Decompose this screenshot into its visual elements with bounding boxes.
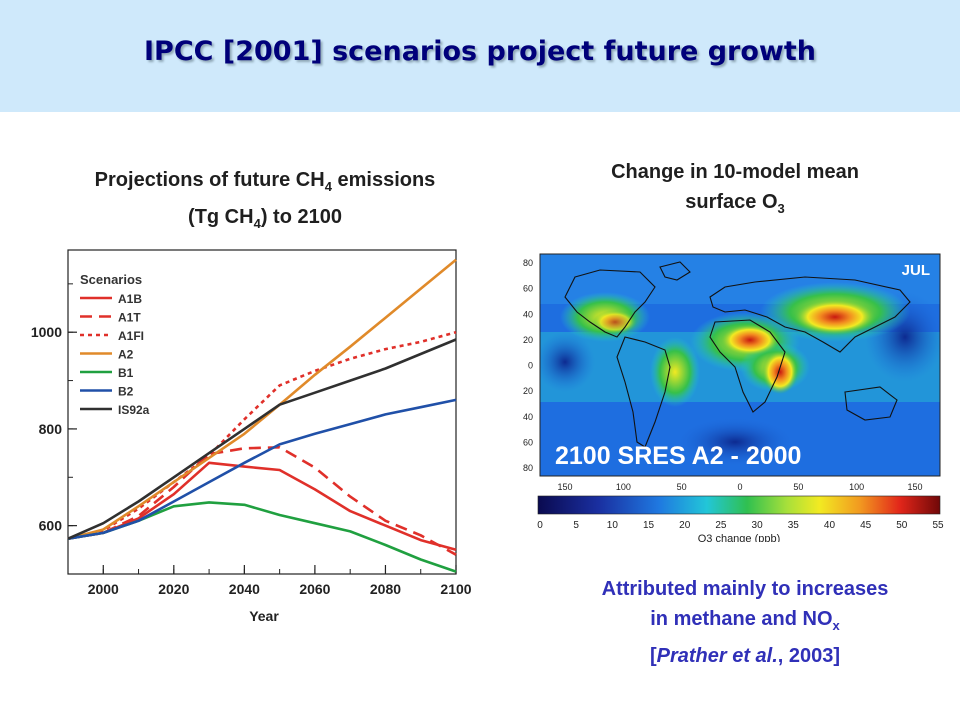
latitude-tick-label: 0 bbox=[528, 361, 533, 371]
latitude-tick-label: 80 bbox=[523, 463, 533, 473]
x-axis-label: Year bbox=[249, 608, 279, 624]
colorbar-tick-label: 40 bbox=[824, 520, 836, 531]
latitude-tick-label: 40 bbox=[523, 412, 533, 422]
longitude-tick-label: 50 bbox=[793, 482, 803, 492]
note-subscript: x bbox=[832, 618, 840, 633]
ozone-change-map: JUL 2100 SRES A2 - 2000 8060402002040608… bbox=[523, 253, 944, 542]
note-text: Attributed mainly to increases bbox=[601, 578, 889, 600]
colorbar-tick-label: 0 bbox=[537, 520, 543, 531]
caption-text: Change in 10-model mean bbox=[611, 161, 859, 183]
colorbar-tick-label: 30 bbox=[752, 520, 764, 531]
latitude-ticks: 80 60 40 20 0 20 40 60 80 bbox=[523, 258, 533, 473]
legend-title: Scenarios bbox=[80, 272, 142, 287]
x-tick-label: 2100 bbox=[440, 581, 471, 597]
y-tick-label: 600 bbox=[39, 518, 63, 534]
note-text: [ bbox=[649, 645, 657, 667]
series-line-a1t bbox=[67, 446, 457, 556]
note-text: in methane and NO bbox=[650, 608, 833, 630]
series-lines bbox=[67, 258, 457, 573]
longitude-tick-label: 0 bbox=[737, 482, 742, 492]
series-line-a2 bbox=[67, 258, 457, 540]
caption-subscript: 4 bbox=[324, 179, 332, 194]
y-tick-label: 1000 bbox=[31, 324, 62, 340]
latitude-tick-label: 20 bbox=[523, 386, 533, 396]
colorbar-tick-label: 5 bbox=[573, 520, 579, 531]
colorbar bbox=[537, 495, 941, 515]
colorbar-tick-label: 10 bbox=[607, 520, 619, 531]
title-bar bbox=[0, 0, 960, 112]
map-caption: Change in 10-model mean surface O3 bbox=[520, 157, 950, 224]
latitude-tick-label: 20 bbox=[523, 335, 533, 345]
longitude-tick-label: 100 bbox=[849, 482, 864, 492]
longitude-tick-label: 150 bbox=[907, 482, 922, 492]
colorbar-tick-label: 35 bbox=[788, 520, 800, 531]
legend-label-a2: A2 bbox=[118, 348, 134, 362]
x-tick-label: 2060 bbox=[299, 581, 330, 597]
caption-subscript: 3 bbox=[777, 201, 785, 216]
x-tick-label: 2080 bbox=[370, 581, 401, 597]
chart-caption: Projections of future CH4 emissions (Tg … bbox=[20, 165, 510, 239]
series-line-b2 bbox=[67, 398, 457, 540]
month-label: JUL bbox=[902, 262, 930, 279]
caption-subscript: 4 bbox=[253, 216, 261, 231]
legend-label-a1b: A1B bbox=[118, 292, 142, 306]
map-frame bbox=[539, 253, 941, 477]
colorbar-tick-label: 55 bbox=[932, 520, 944, 531]
colorbar-tick-label: 25 bbox=[715, 520, 727, 531]
methane-emissions-chart: 2000 2020 2040 2060 2080 2100 600 800 1000 Year Sc… bbox=[31, 249, 472, 624]
legend-label-b2: B2 bbox=[118, 385, 134, 399]
longitude-ticks: 150 100 50 0 50 100 150 bbox=[557, 482, 922, 492]
longitude-tick-label: 100 bbox=[616, 482, 631, 492]
scenario-label: 2100 SRES A2 - 2000 bbox=[555, 442, 801, 470]
x-tick-label: 2040 bbox=[229, 581, 260, 597]
longitude-tick-label: 50 bbox=[677, 482, 687, 492]
chart-axes: 2000 2020 2040 2060 2080 2100 600 800 1000 Year bbox=[31, 249, 472, 624]
caption-text: Projections of future CH bbox=[94, 169, 325, 191]
slide-title: IPCC [2001] scenarios project future gro… bbox=[144, 36, 816, 67]
plot-frame bbox=[67, 249, 457, 575]
map-field bbox=[540, 254, 940, 476]
x-tick-label: 2020 bbox=[158, 581, 189, 597]
caption-text: (Tg CH bbox=[188, 206, 254, 228]
caption-text: ) to 2100 bbox=[260, 206, 342, 228]
note-citation-authors: Prather et al. bbox=[656, 645, 778, 667]
series-line-a1b bbox=[67, 461, 457, 552]
series-line-a1fi bbox=[67, 330, 457, 540]
y-tick-label: 800 bbox=[39, 421, 63, 437]
legend-label-a1t: A1T bbox=[118, 311, 141, 325]
latitude-tick-label: 60 bbox=[523, 437, 533, 447]
legend-label-b1: B1 bbox=[118, 366, 134, 380]
legend-label-a1fi: A1FI bbox=[118, 329, 144, 343]
longitude-tick-label: 150 bbox=[557, 482, 572, 492]
note-text: , 2003] bbox=[777, 645, 841, 667]
colorbar-ticks: 0 5 10 15 20 25 30 35 40 45 50 55 bbox=[537, 520, 944, 531]
latitude-tick-label: 80 bbox=[523, 258, 533, 268]
latitude-tick-label: 40 bbox=[523, 309, 533, 319]
latitude-tick-label: 60 bbox=[523, 284, 533, 294]
colorbar-tick-label: 45 bbox=[860, 520, 872, 531]
caption-text: surface O bbox=[685, 191, 778, 213]
attribution-note: Attributed mainly to increases in methan… bbox=[510, 574, 960, 671]
series-line-is92a bbox=[67, 338, 457, 540]
coastlines bbox=[564, 261, 911, 448]
x-tick-label: 2000 bbox=[88, 581, 119, 597]
colorbar-label: O3 change (ppb) bbox=[698, 533, 781, 542]
series-line-b1 bbox=[67, 501, 457, 573]
caption-text: emissions bbox=[331, 169, 436, 191]
colorbar-tick-label: 20 bbox=[679, 520, 691, 531]
colorbar-tick-label: 15 bbox=[643, 520, 655, 531]
chart-legend: Scenarios A1B A1T A1FI A2 B1 B2 IS92a bbox=[80, 272, 150, 417]
legend-label-is92a: IS92a bbox=[118, 403, 150, 417]
colorbar-tick-label: 50 bbox=[896, 520, 908, 531]
